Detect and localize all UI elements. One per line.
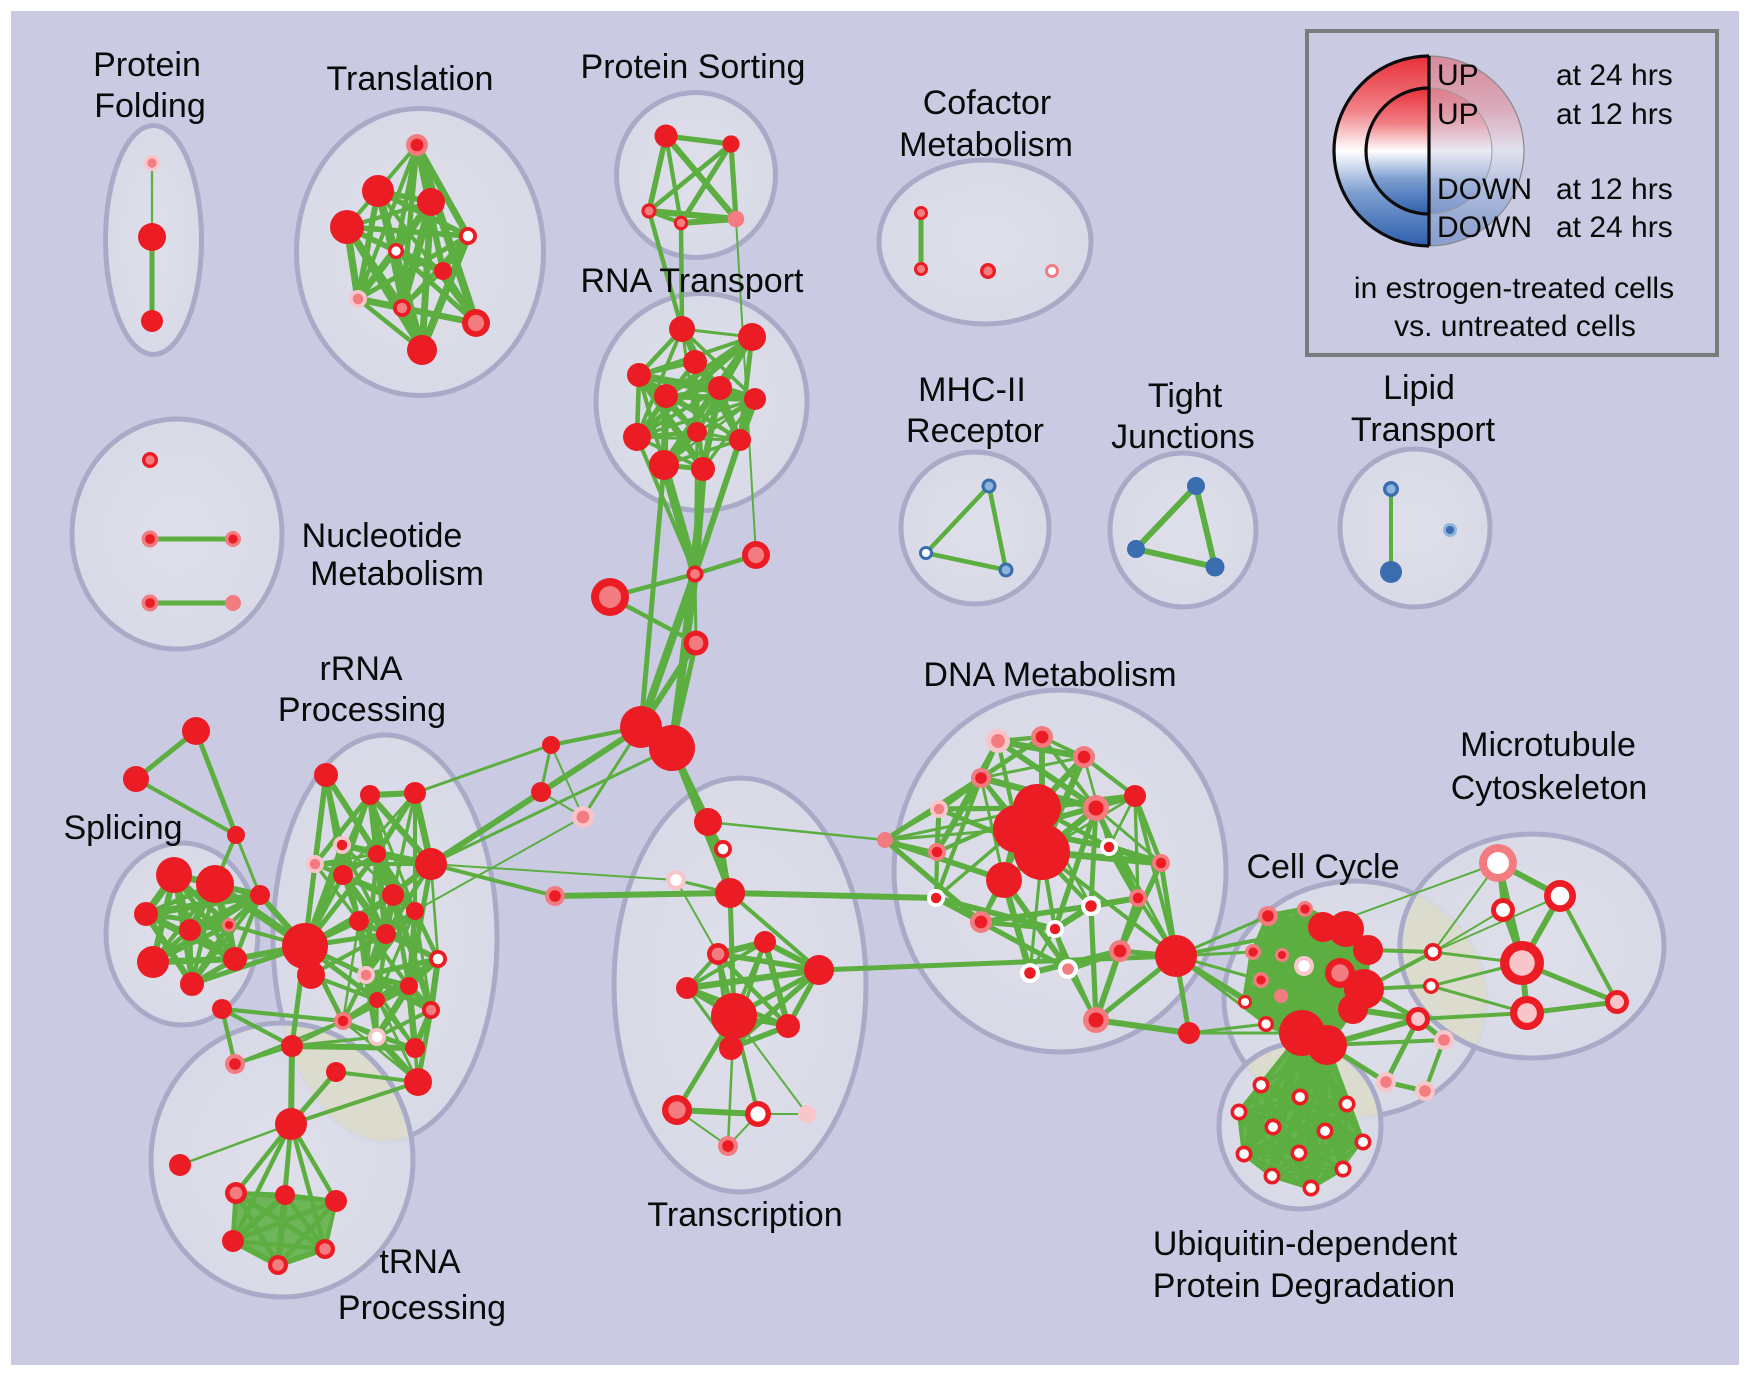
svg-text:DOWN: DOWN <box>1437 173 1532 206</box>
svg-text:rRNA: rRNA <box>319 650 402 688</box>
svg-text:in estrogen-treated cells: in estrogen-treated cells <box>1354 272 1674 305</box>
svg-text:Transcription: Transcription <box>647 1196 842 1234</box>
svg-text:Microtubule: Microtubule <box>1460 726 1636 764</box>
svg-text:DNA Metabolism: DNA Metabolism <box>923 656 1176 694</box>
svg-text:MHC-II: MHC-II <box>918 371 1026 409</box>
svg-text:Transport: Transport <box>1351 411 1496 449</box>
svg-text:RNA Transport: RNA Transport <box>581 262 805 300</box>
svg-text:Metabolism: Metabolism <box>310 555 484 593</box>
svg-text:Processing: Processing <box>338 1289 506 1327</box>
svg-text:Ubiquitin-dependent: Ubiquitin-dependent <box>1153 1225 1458 1263</box>
svg-text:Metabolism: Metabolism <box>899 126 1073 164</box>
svg-text:Protein: Protein <box>93 46 201 84</box>
svg-text:Splicing: Splicing <box>63 809 182 847</box>
svg-text:Protein Sorting: Protein Sorting <box>581 48 806 86</box>
svg-text:Folding: Folding <box>94 87 206 125</box>
svg-text:Lipid: Lipid <box>1383 369 1455 407</box>
svg-text:at 12 hrs: at 12 hrs <box>1556 98 1673 131</box>
svg-text:at 24 hrs: at 24 hrs <box>1556 211 1673 244</box>
svg-text:Cytoskeleton: Cytoskeleton <box>1451 769 1648 807</box>
svg-text:Nucleotide: Nucleotide <box>302 517 463 555</box>
svg-text:Protein Degradation: Protein Degradation <box>1153 1267 1455 1305</box>
svg-text:vs. untreated cells: vs. untreated cells <box>1394 310 1636 343</box>
svg-text:Processing: Processing <box>278 691 446 729</box>
svg-text:DOWN: DOWN <box>1437 211 1532 244</box>
svg-text:tRNA: tRNA <box>379 1243 461 1281</box>
svg-text:UP: UP <box>1437 98 1479 131</box>
svg-text:Junctions: Junctions <box>1111 418 1255 456</box>
svg-text:Cell Cycle: Cell Cycle <box>1246 848 1399 886</box>
svg-text:at 24 hrs: at 24 hrs <box>1556 59 1673 92</box>
svg-text:UP: UP <box>1437 59 1479 92</box>
svg-text:Tight: Tight <box>1148 377 1223 415</box>
svg-text:at 12 hrs: at 12 hrs <box>1556 173 1673 206</box>
svg-text:Translation: Translation <box>327 60 494 98</box>
svg-text:Cofactor: Cofactor <box>923 84 1052 122</box>
svg-text:Receptor: Receptor <box>906 412 1044 450</box>
